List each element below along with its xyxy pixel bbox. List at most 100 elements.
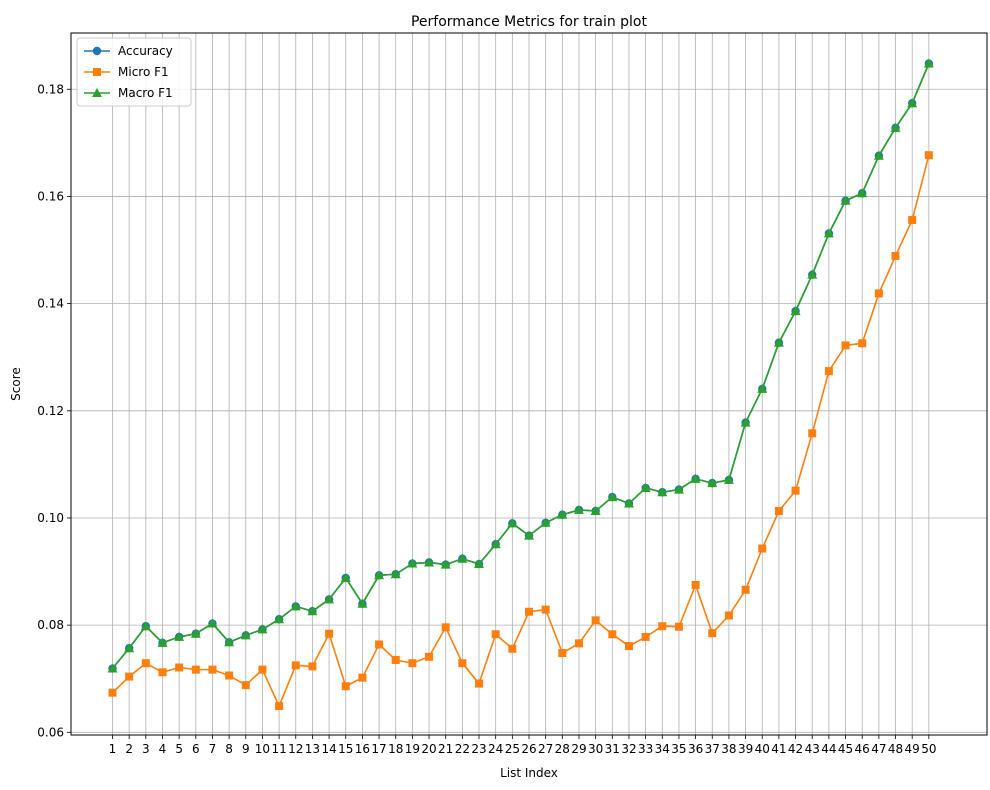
data-point-micro-f1 [891,251,900,260]
x-tick-label: 12 [288,742,303,756]
data-point-macro-f1 [823,228,834,238]
data-point-micro-f1 [758,544,767,553]
data-point-macro-f1 [673,484,684,494]
x-tick-label: 10 [255,742,270,756]
data-point-macro-f1 [407,558,418,568]
x-tick-label: 44 [821,742,836,756]
legend-marker-macro-f1 [92,88,102,97]
data-point-micro-f1 [241,681,250,690]
data-point-macro-f1 [923,58,934,68]
data-point-macro-f1 [457,553,468,563]
data-point-macro-f1 [524,530,534,540]
data-point-micro-f1 [741,585,750,594]
data-point-micro-f1 [141,659,150,668]
data-point-macro-f1 [174,631,185,641]
data-point-micro-f1 [641,632,650,641]
data-point-micro-f1 [291,661,300,670]
x-tick-label: 39 [738,742,753,756]
data-point-macro-f1 [374,570,385,580]
data-point-micro-f1 [425,652,434,661]
data-point-micro-f1 [658,622,667,631]
data-point-micro-f1 [108,688,117,697]
x-tick-label: 40 [755,742,770,756]
data-point-micro-f1 [225,671,234,680]
data-point-micro-f1 [458,659,467,668]
data-point-micro-f1 [408,659,417,668]
x-tick-label: 46 [855,742,870,756]
y-tick-label: 0.10 [37,511,64,525]
y-tick-label: 0.16 [37,189,64,203]
data-point-macro-f1 [257,624,268,634]
x-tick-label: 33 [638,742,653,756]
y-axis-label: Score [9,367,23,401]
legend-entry-macro-f1: Macro F1 [84,86,173,100]
y-tick-label: 0.06 [37,725,64,739]
legend-entry-micro-f1: Micro F1 [84,65,169,79]
data-point-macro-f1 [707,478,718,488]
data-point-micro-f1 [125,672,134,681]
legend-marker-accuracy [92,46,102,56]
data-point-micro-f1 [608,630,617,639]
data-point-micro-f1 [525,607,533,616]
data-point-macro-f1 [340,572,351,582]
x-tick-label: 47 [871,742,886,756]
series-macro-f1 [107,58,934,673]
x-tick-label: 45 [838,742,853,756]
data-point-macro-f1 [440,559,451,569]
x-tick-label: 16 [355,742,370,756]
data-point-micro-f1 [858,339,867,348]
y-tick-label: 0.14 [37,297,64,311]
y-tick-label: 0.18 [37,82,64,96]
x-tick-label: 34 [655,742,670,756]
data-point-micro-f1 [158,668,167,677]
data-point-micro-f1 [691,580,700,589]
data-point-micro-f1 [475,679,484,688]
data-point-micro-f1 [341,682,350,691]
x-tick-label: 38 [721,742,736,756]
series-line-macro-f1 [111,63,930,670]
data-point-macro-f1 [640,482,651,492]
data-point-macro-f1 [274,614,285,624]
x-tick-label: 43 [805,742,820,756]
data-point-micro-f1 [774,507,783,516]
data-point-macro-f1 [490,539,501,549]
x-tick-label: 27 [538,742,553,756]
data-point-macro-f1 [907,98,918,108]
data-point-micro-f1 [874,289,883,298]
x-tick-label: 18 [388,742,403,756]
legend-label-micro-f1: Micro F1 [118,65,169,79]
x-tick-label: 21 [438,742,453,756]
x-tick-label: 8 [225,742,233,756]
data-point-micro-f1 [724,611,733,620]
legend: Accuracy Micro F1 Macro F1 [76,37,192,107]
data-point-macro-f1 [840,195,851,205]
x-tick-label: 4 [159,742,167,756]
x-tick-label: 31 [605,742,620,756]
legend-marker-micro-f1 [93,68,101,76]
x-tick-label: 5 [175,742,183,756]
data-point-macro-f1 [290,601,301,611]
data-point-micro-f1 [358,673,367,682]
data-point-micro-f1 [591,616,600,625]
x-tick-label: 15 [338,742,353,756]
x-tick-label: 32 [621,742,636,756]
data-point-micro-f1 [258,665,267,674]
data-point-micro-f1 [708,629,717,638]
x-tick-label: 28 [555,742,570,756]
data-point-macro-f1 [324,594,335,604]
data-point-micro-f1 [441,623,450,632]
data-point-macro-f1 [857,188,868,198]
data-point-micro-f1 [375,640,384,649]
data-point-macro-f1 [424,557,435,567]
data-point-macro-f1 [390,569,401,579]
data-point-micro-f1 [558,649,567,658]
data-point-macro-f1 [690,473,701,483]
data-point-micro-f1 [491,630,500,639]
y-axis: 0.06 0.08 0.10 0.12 0.14 0.16 0.18 [37,82,71,739]
legend-box [76,37,192,107]
data-point-macro-f1 [623,498,634,508]
x-tick-label: 1 [109,742,117,756]
data-point-macro-f1 [807,269,818,279]
x-tick-label: 48 [888,742,903,756]
data-point-micro-f1 [275,702,284,711]
